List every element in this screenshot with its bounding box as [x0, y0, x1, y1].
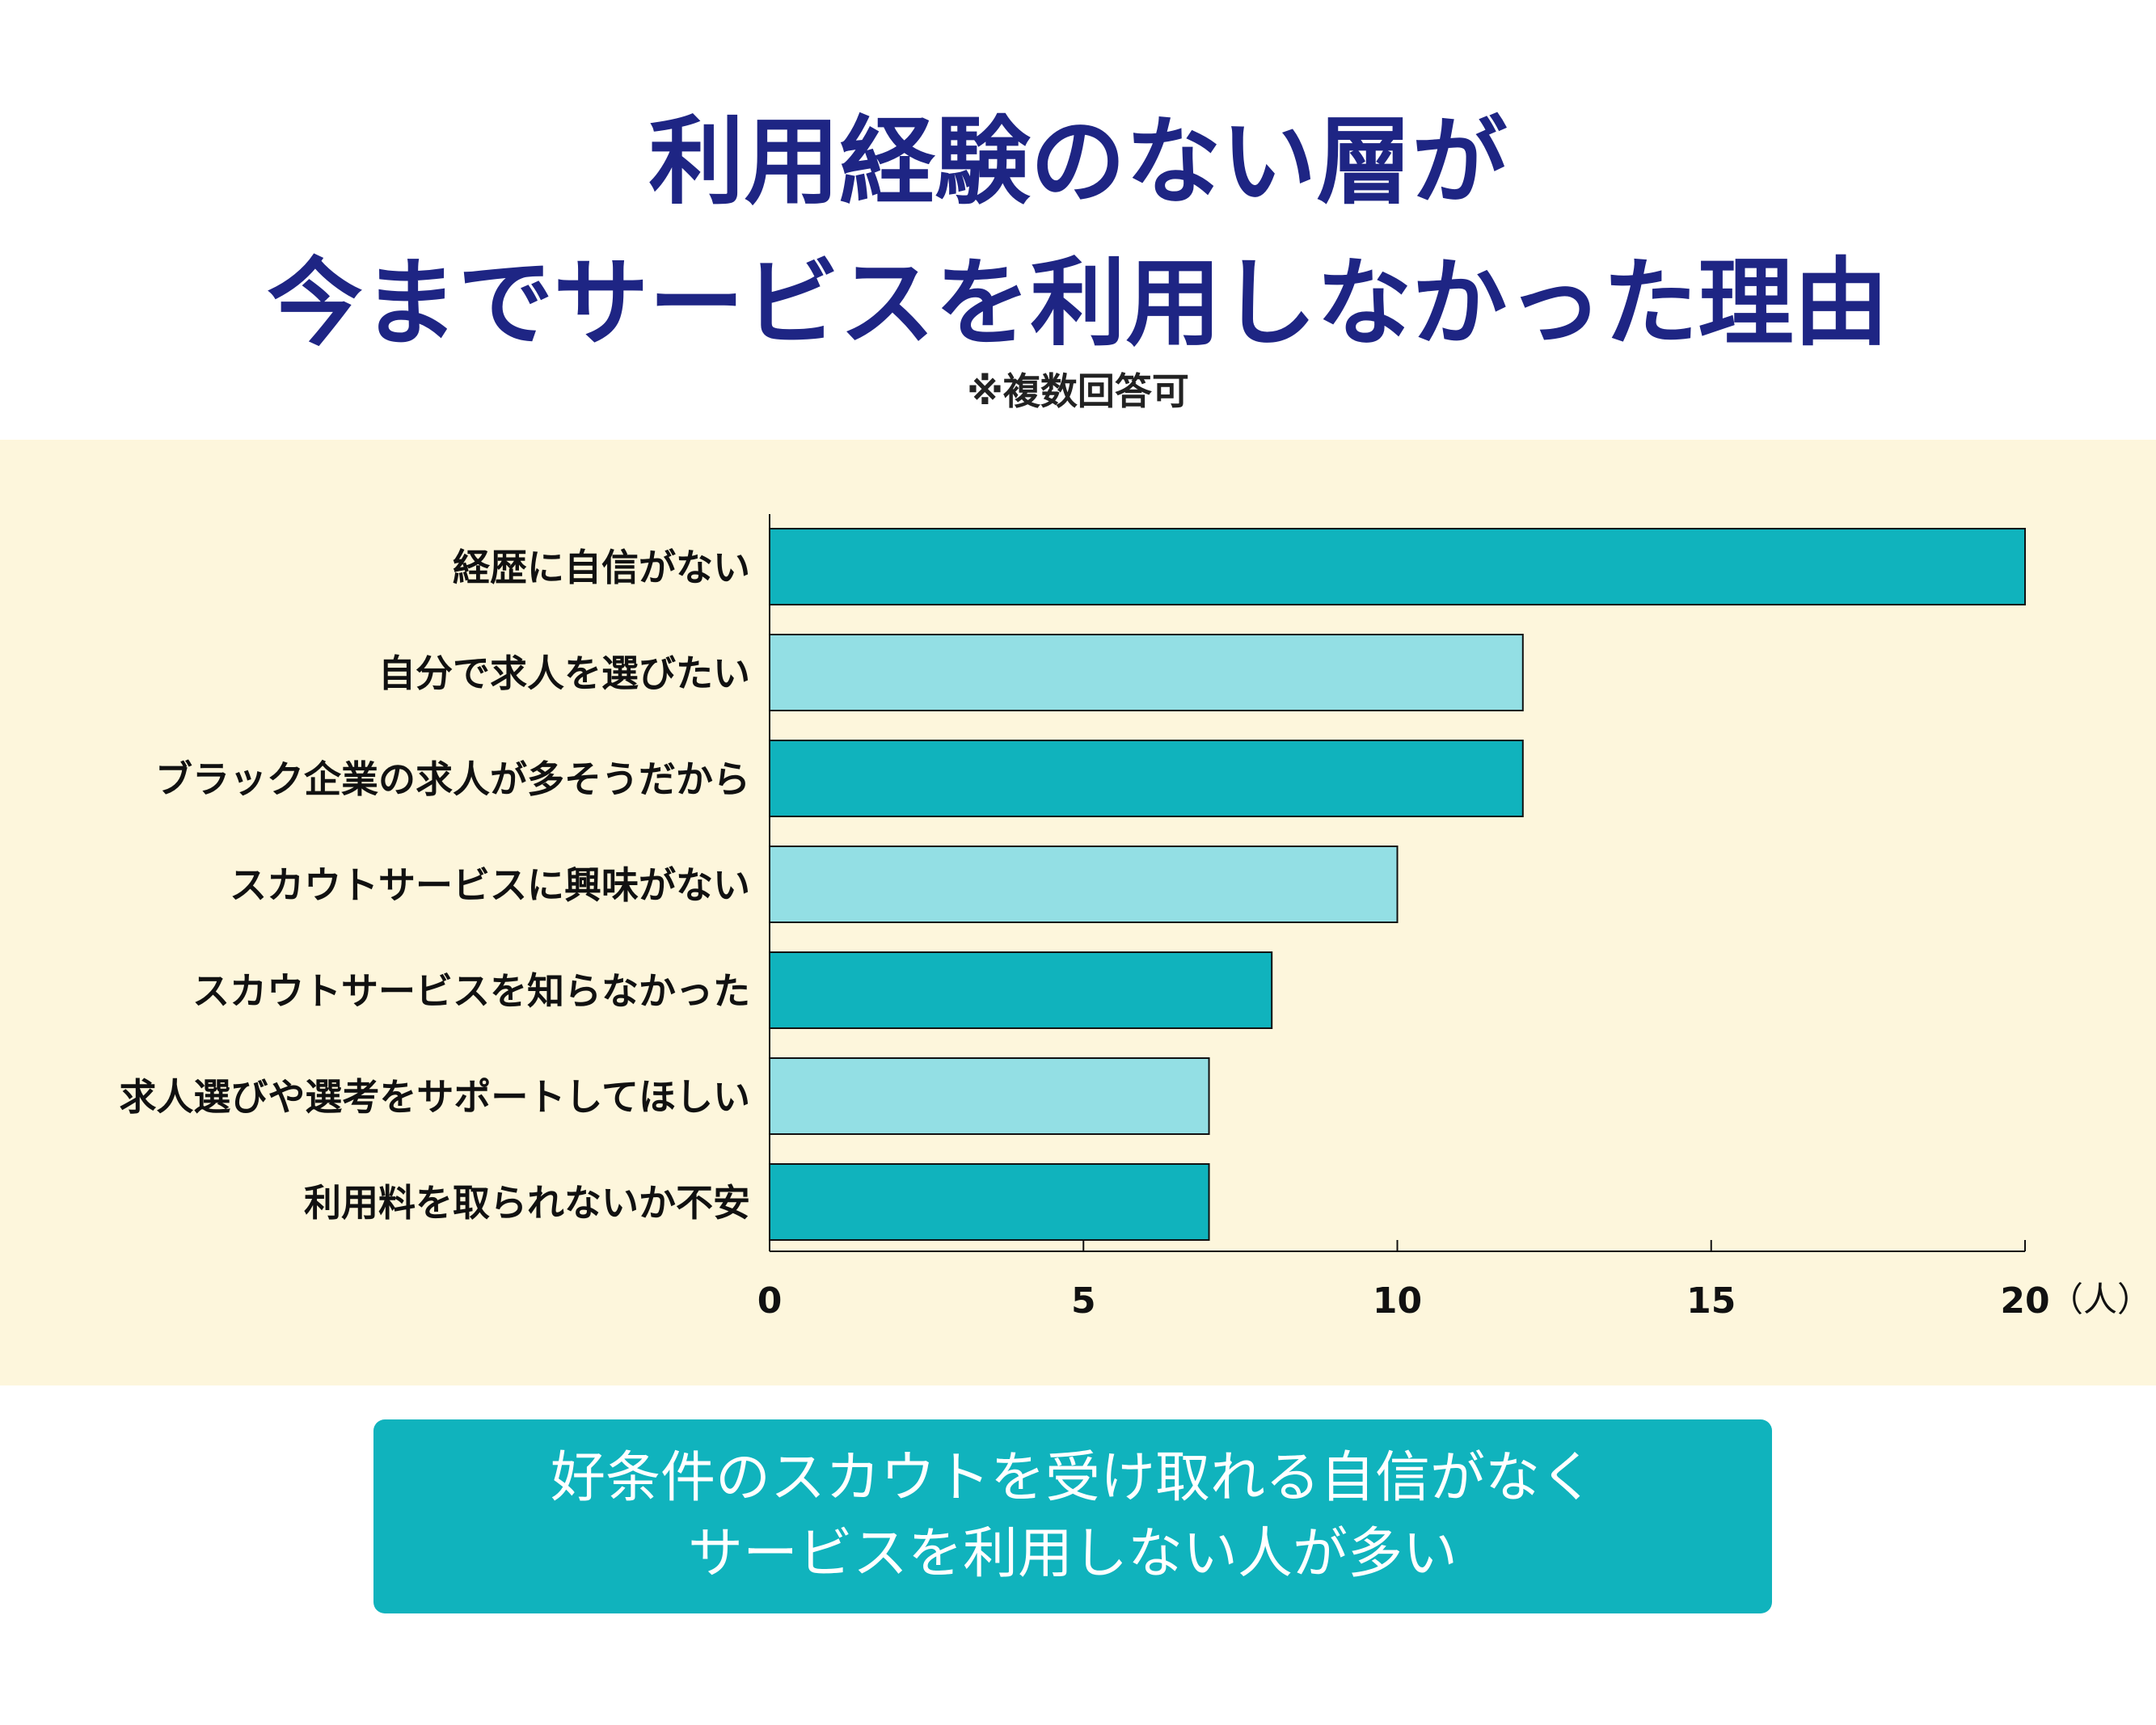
category-label: ブラック企業の求人が多そうだから [155, 757, 750, 801]
bar [769, 528, 2026, 605]
bar [769, 1057, 1210, 1135]
bar [769, 1163, 1210, 1241]
summary-line1: 好条件のスカウトを受け取れる自信がなく [550, 1446, 1595, 1510]
x-axis-unit: （人） [2049, 1280, 2151, 1319]
x-tick-label: 5 [1071, 1280, 1096, 1322]
bar-chart: 経歴に自信がない自分で求人を選びたいブラック企業の求人が多そうだからスカウトサー… [119, 514, 2151, 1322]
category-label: 利用料を取られないか不安 [304, 1181, 750, 1225]
category-label: 経歴に自信がない [453, 546, 750, 589]
category-label: 自分で求人を選びたい [378, 652, 750, 695]
multiple-answer-note: ※複数回答可 [967, 369, 1189, 413]
summary-box: 好条件のスカウトを受け取れる自信がなく サービスを利用しない人が多い [373, 1419, 1772, 1613]
x-tick-label: 15 [1686, 1280, 1736, 1322]
bar [769, 846, 1399, 923]
x-tick-label: 10 [1373, 1280, 1422, 1322]
chart-title-line1: 利用経験のない層が [648, 106, 1508, 217]
category-label: 求人選びや選考をサポートしてほしい [119, 1075, 750, 1119]
x-tick-label: 0 [757, 1280, 783, 1322]
bar [769, 740, 1524, 817]
summary-line2: サービスを利用しない人が多い [687, 1522, 1458, 1586]
x-tick-label: 20 [2000, 1280, 2049, 1322]
chart-panel: 経歴に自信がない自分で求人を選びたいブラック企業の求人が多そうだからスカウトサー… [0, 440, 2156, 1385]
category-label: スカウトサービスに興味がない [230, 863, 750, 907]
bar [769, 634, 1524, 711]
bar [769, 951, 1273, 1029]
category-label: スカウトサービスを知らなかった [192, 969, 750, 1013]
chart-title-line2: 今までサービスを利用しなかった理由 [267, 247, 1889, 359]
